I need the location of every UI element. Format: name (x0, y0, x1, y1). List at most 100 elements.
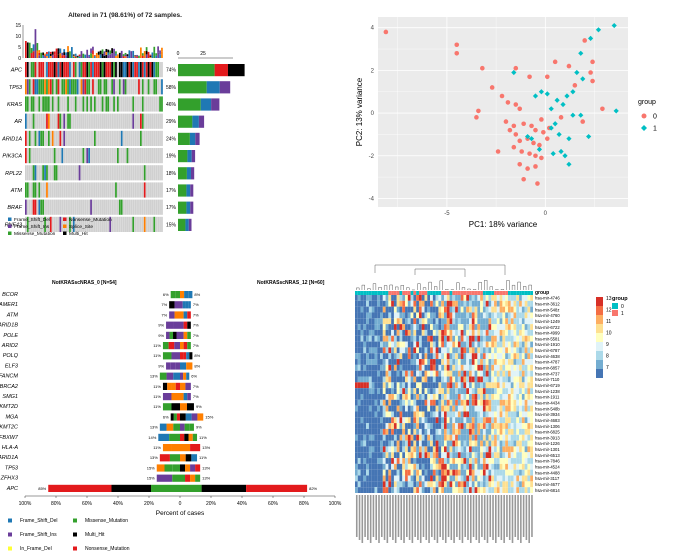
heatmap-cell (477, 376, 481, 383)
oncoplot-cell (48, 96, 50, 112)
top-bar-segment (53, 51, 56, 55)
heatmap-cell (413, 335, 417, 342)
heatmap-cell (413, 417, 417, 424)
top-bar-segment (115, 55, 117, 58)
heatmap-cell (368, 463, 372, 470)
oncoplot-cell (36, 148, 39, 164)
heatmap-cell (385, 376, 389, 383)
heatmap-cell (430, 469, 433, 476)
oncoplot-cell (149, 79, 152, 95)
heatmap-cell (477, 318, 481, 325)
heatmap-cell (474, 341, 478, 348)
oncoplot-cell (90, 130, 92, 146)
heatmap-cell (355, 463, 358, 470)
heatmap-cell (424, 318, 428, 325)
bar-segment (185, 413, 192, 421)
oncoplot-cell (90, 165, 92, 181)
oncoplot-cell (76, 182, 79, 198)
oncoplot-cell (113, 165, 115, 181)
oncoplot-cell (161, 130, 163, 146)
heatmap-cell (502, 428, 506, 435)
top-bar-segment (161, 51, 163, 55)
heatmap-cell (488, 399, 492, 406)
heatmap-cell (494, 487, 497, 493)
heatmap-cell (457, 423, 461, 429)
heatmap-cell (519, 463, 522, 470)
heatmap-cell (432, 487, 436, 493)
heatmap-cell (455, 335, 458, 342)
oncoplot-cell (155, 216, 158, 232)
heatmap-cell (413, 341, 417, 348)
oncoplot-cell (80, 165, 83, 181)
heatmap-cell (474, 335, 478, 342)
oncoplot-cell (140, 182, 142, 198)
heatmap-cell (430, 446, 433, 453)
heatmap-cell (519, 353, 522, 360)
group-annotation-cell (377, 291, 381, 295)
legend-swatch (8, 532, 12, 537)
heatmap-cell (413, 353, 417, 360)
scatter-point-group-0 (580, 119, 586, 124)
heatmap-cell (407, 411, 411, 418)
oncoplot-cell (149, 148, 152, 164)
heatmap-cell (385, 353, 389, 360)
heatmap-cell (494, 405, 497, 412)
heatmap-cell (388, 417, 392, 424)
heatmap-cell (385, 475, 389, 482)
oncoplot-cell (161, 113, 163, 129)
heatmap-cell (402, 382, 406, 389)
heatmap-cell (513, 411, 517, 418)
heatmap-cell (432, 300, 436, 307)
heatmap-cell (399, 318, 403, 325)
heatmap-cell (385, 481, 389, 488)
heatmap-cell (444, 475, 447, 482)
heatmap-cell (405, 364, 408, 371)
heatmap-cell (388, 353, 392, 360)
oncoplot-cell (82, 79, 85, 95)
heatmap-cell (491, 353, 495, 360)
heatmap-cell (366, 347, 369, 354)
heatmap-cell (399, 428, 403, 435)
heatmap-cell (499, 452, 503, 459)
heatmap-cell (471, 370, 475, 377)
heatmap-cell (521, 364, 525, 371)
heatmap-cell (449, 353, 453, 360)
oncoplot-cell (97, 148, 100, 164)
oncoplot-cell (26, 62, 29, 78)
heatmap-cell (516, 353, 520, 360)
heatmap-cell (457, 359, 461, 365)
heatmap-cell (452, 394, 456, 400)
oncoplot-cell (115, 79, 117, 95)
heatmap-cell (438, 364, 442, 371)
heatmap-cell (491, 306, 495, 313)
oncoplot-cell (132, 182, 135, 198)
heatmap-cell (449, 463, 453, 470)
oncoplot-cell (30, 62, 33, 78)
heatmap-cell (474, 370, 478, 377)
heatmap-cell (441, 388, 444, 394)
heatmap-cell (382, 364, 386, 371)
heatmap-cell (510, 399, 514, 406)
oncoplot-cell (122, 130, 125, 146)
heatmap-cell (418, 341, 422, 348)
heatmap-cell (421, 300, 425, 307)
side-bar-segment (178, 201, 187, 214)
heatmap-cell (371, 423, 375, 429)
heatmap-cell (480, 312, 483, 319)
oncoplot-cell (120, 216, 123, 232)
heatmap-cell (371, 428, 375, 435)
heatmap-cell (438, 405, 442, 412)
heatmap-cell (488, 405, 492, 412)
oncoplot-cell (111, 62, 114, 78)
heatmap-cell (516, 399, 520, 406)
heatmap-cell (399, 475, 403, 482)
heatmap-cell (496, 463, 500, 470)
heatmap-cell (530, 353, 533, 360)
group-annotation-cell (491, 291, 495, 295)
oncoplot-cell (46, 216, 48, 232)
heatmap-cell (366, 300, 369, 307)
row-label: hsa-mir-4760 (535, 313, 560, 318)
gene-label: RPL22 (5, 171, 22, 177)
top-bar-segment (74, 55, 77, 57)
oncoplot-cell (72, 79, 75, 95)
